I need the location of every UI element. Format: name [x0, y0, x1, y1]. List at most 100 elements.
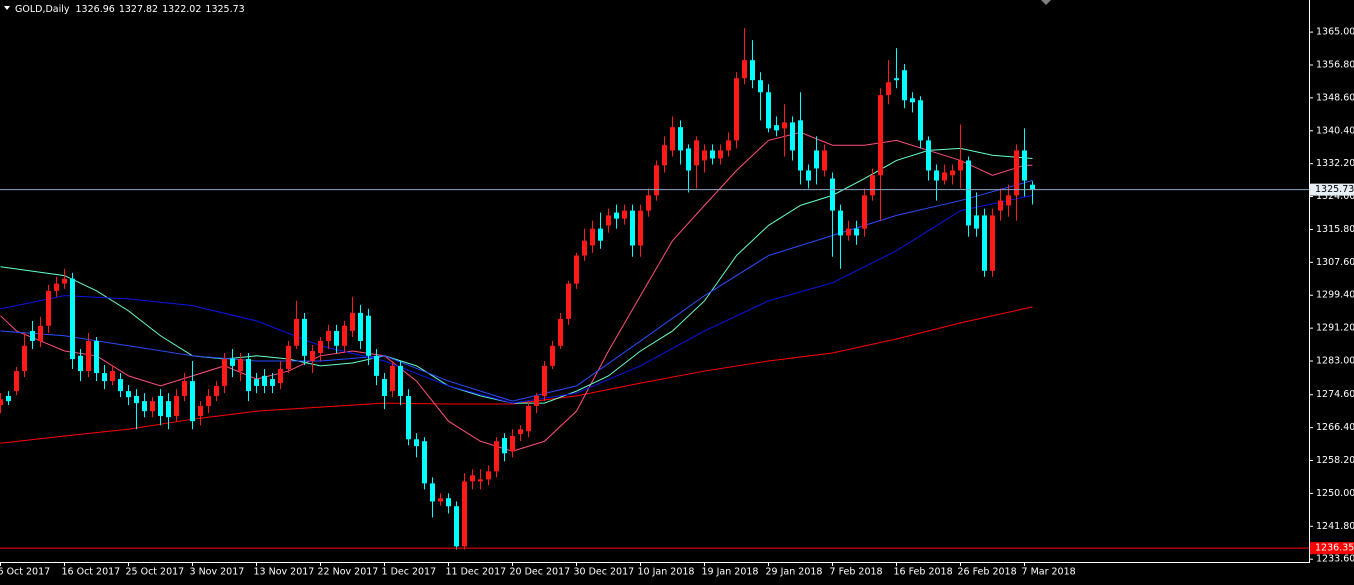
candle-body: [206, 395, 211, 406]
candle-body: [542, 365, 547, 396]
candle-body: [70, 278, 75, 360]
level-label: 1236.35: [1315, 543, 1354, 554]
y-tick-label: 1241.80: [1316, 521, 1354, 532]
shift-marker: [1041, 0, 1051, 5]
candle-body: [78, 355, 83, 372]
candle-body: [782, 122, 787, 129]
header-close: 1325.73: [205, 4, 244, 15]
x-tick-label: 6 Oct 2017: [0, 567, 50, 578]
candle-body: [350, 312, 355, 331]
candle-body: [526, 405, 531, 432]
y-tick-label: 1250.00: [1316, 488, 1354, 499]
candle-body: [318, 340, 323, 354]
x-tick-label: 7 Feb 2018: [830, 567, 883, 578]
candle-body: [902, 70, 907, 101]
y-tick-label: 1258.20: [1316, 455, 1354, 466]
candle-body: [342, 325, 347, 346]
candle-body: [414, 439, 419, 447]
candle-body: [942, 172, 947, 181]
candle-body: [870, 175, 875, 196]
candle-body: [398, 365, 403, 396]
y-tick-label: 1283.00: [1316, 356, 1354, 367]
candle-body: [806, 170, 811, 181]
y-tick-label: 1274.60: [1316, 389, 1354, 400]
candle-body: [462, 481, 467, 547]
ma-line: [0, 306, 1033, 444]
candle-body: [950, 170, 955, 176]
candle-body: [558, 318, 563, 346]
candle-body: [190, 381, 195, 422]
y-tick-label: 1266.40: [1316, 422, 1354, 433]
candle-body: [830, 178, 835, 211]
candle-body: [838, 210, 843, 236]
candle-body: [110, 371, 115, 382]
candle-body: [886, 82, 891, 96]
y-tick-label: 1233.60: [1316, 554, 1354, 565]
header-open: 1326.96: [76, 4, 115, 15]
candle-body: [918, 100, 923, 141]
candle-body: [966, 160, 971, 226]
x-tick-label: 20 Dec 2017: [510, 567, 571, 578]
candle-body: [310, 350, 315, 362]
candle-body: [270, 379, 275, 386]
candle-body: [854, 228, 859, 236]
candle-body: [1006, 195, 1011, 206]
candle-body: [230, 359, 235, 366]
x-tick-label: 22 Nov 2017: [318, 567, 379, 578]
candle-body: [518, 429, 523, 435]
candle-body: [750, 60, 755, 81]
candle-body: [174, 395, 179, 416]
candle-body: [742, 60, 747, 79]
level-label-box: [1310, 542, 1354, 555]
candle-body: [278, 369, 283, 384]
candle-body: [182, 381, 187, 396]
candle-body: [406, 395, 411, 440]
x-tick-label: 11 Dec 2017: [446, 567, 507, 578]
candle-body: [990, 215, 995, 271]
candle-body: [262, 375, 267, 386]
candle-body: [654, 165, 659, 196]
candle-body: [798, 120, 803, 171]
ma-line: [0, 180, 1033, 402]
candle-body: [606, 215, 611, 226]
candle-body: [1022, 150, 1027, 181]
candle-body: [94, 340, 99, 374]
candle-body: [862, 195, 867, 229]
candle-body: [686, 148, 691, 171]
candle-body: [934, 170, 939, 181]
candle-body: [702, 150, 707, 161]
candle-body: [6, 395, 11, 402]
candle-body: [598, 228, 603, 241]
candle-body: [814, 150, 819, 169]
x-tick-label: 19 Jan 2018: [702, 567, 759, 578]
candle-body: [438, 498, 443, 502]
candle-body: [910, 98, 915, 103]
candle-body: [670, 127, 675, 151]
menu-arrow[interactable]: [4, 6, 10, 10]
candle-body: [358, 312, 363, 341]
candle-body: [390, 365, 395, 392]
candle-body: [214, 385, 219, 396]
candle-body: [446, 498, 451, 507]
candle-body: [54, 283, 59, 291]
candle-body: [286, 345, 291, 370]
candle-body: [222, 359, 227, 386]
y-tick-label: 1348.60: [1316, 92, 1354, 103]
candle-body: [590, 228, 595, 246]
x-tick-label: 16 Feb 2018: [894, 567, 953, 578]
candle-body: [638, 210, 643, 246]
candle-body: [134, 395, 139, 404]
y-tick-label: 1307.60: [1316, 257, 1354, 268]
candle-body: [494, 441, 499, 472]
candle-body: [566, 283, 571, 319]
x-tick-label: 1 Dec 2017: [382, 567, 437, 578]
y-tick-label: 1340.40: [1316, 125, 1354, 136]
candle-body: [302, 318, 307, 356]
candle-body: [294, 318, 299, 346]
candle-body: [646, 195, 651, 211]
candle-body: [478, 479, 483, 482]
candle-body: [766, 92, 771, 129]
candle-body: [662, 145, 667, 166]
candle-body: [998, 200, 1003, 211]
